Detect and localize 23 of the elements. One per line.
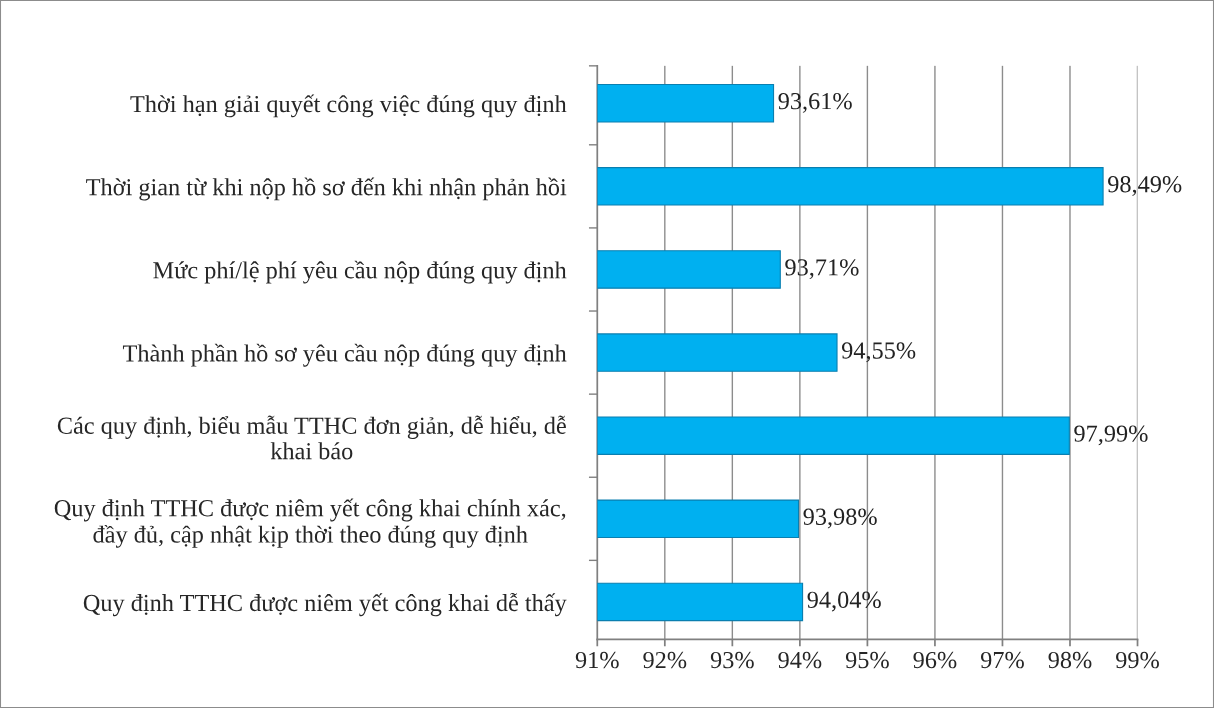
x-tick-label: 94% bbox=[778, 651, 822, 669]
data-label: 93,98% bbox=[803, 508, 877, 529]
x-tick-label: 99% bbox=[1116, 651, 1159, 669]
data-label: 98,49% bbox=[1108, 176, 1182, 196]
data-label: 93,61% bbox=[778, 92, 852, 113]
data-label: 94,55% bbox=[841, 342, 916, 363]
y-tick-label: Thời gian từ khi nộp hồ sơ đến khi nhận phản hồi bbox=[86, 177, 567, 201]
y-tick-label: Thời hạn giải quyết công việc đúng quy định bbox=[130, 94, 567, 118]
x-tick-label: 98% bbox=[1048, 651, 1092, 669]
x-tick-label: 92% bbox=[643, 651, 687, 669]
x-tick-label: 95% bbox=[845, 651, 889, 669]
data-label: 97,99% bbox=[1074, 425, 1148, 446]
data-label: 93,71% bbox=[785, 259, 859, 280]
x-tick-label: 91% bbox=[575, 651, 619, 669]
y-tick-label: Quy định TTHC được niêm yết công khai dễ thấy bbox=[83, 592, 567, 617]
y-tick-label: Mức phí/lệ phí yêu cầu nộp đúng quy định bbox=[153, 260, 567, 284]
x-tick-label: 93% bbox=[710, 651, 754, 669]
y-tick-label: Quy định TTHC được niêm yết công khai chính xác, đầy đủ, cập nhật kịp thời theo đúng quy định bbox=[54, 498, 566, 548]
x-tick-label: 96% bbox=[913, 651, 957, 669]
y-tick-label: Các quy định, biểu mẫu TTHC đơn giản, dễ hiểu, dễ khai báo bbox=[57, 415, 566, 460]
x-tick-label: 97% bbox=[980, 651, 1024, 669]
data-label: 94,04% bbox=[807, 591, 881, 612]
y-tick-label: Thành phần hồ sơ yêu cầu nộp đúng quy định bbox=[122, 343, 567, 367]
